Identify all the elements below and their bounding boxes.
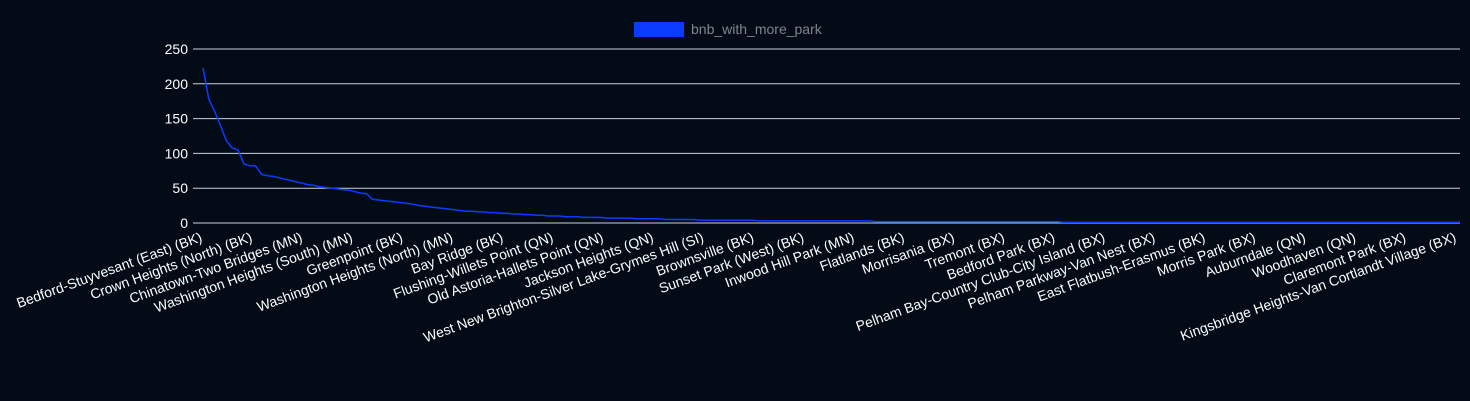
y-tick-label: 150 xyxy=(165,111,189,127)
y-tick-label: 0 xyxy=(180,215,188,231)
y-tick-label: 50 xyxy=(172,180,188,196)
legend-label: bnb_with_more_park xyxy=(691,21,823,37)
y-tick-label: 200 xyxy=(165,76,189,92)
y-tick-label: 250 xyxy=(165,41,189,57)
legend[interactable]: bnb_with_more_park xyxy=(634,21,823,37)
x-axis: Bedford-Stuyvesant (East) (BK)Crown Heig… xyxy=(14,229,1458,346)
series-line-bnb-with-more-park xyxy=(202,67,1460,224)
y-axis: 0 50 100 150 200 250 xyxy=(165,41,189,231)
y-gridlines xyxy=(193,48,1460,224)
y-tick-label: 100 xyxy=(165,145,189,161)
legend-swatch xyxy=(634,22,684,37)
